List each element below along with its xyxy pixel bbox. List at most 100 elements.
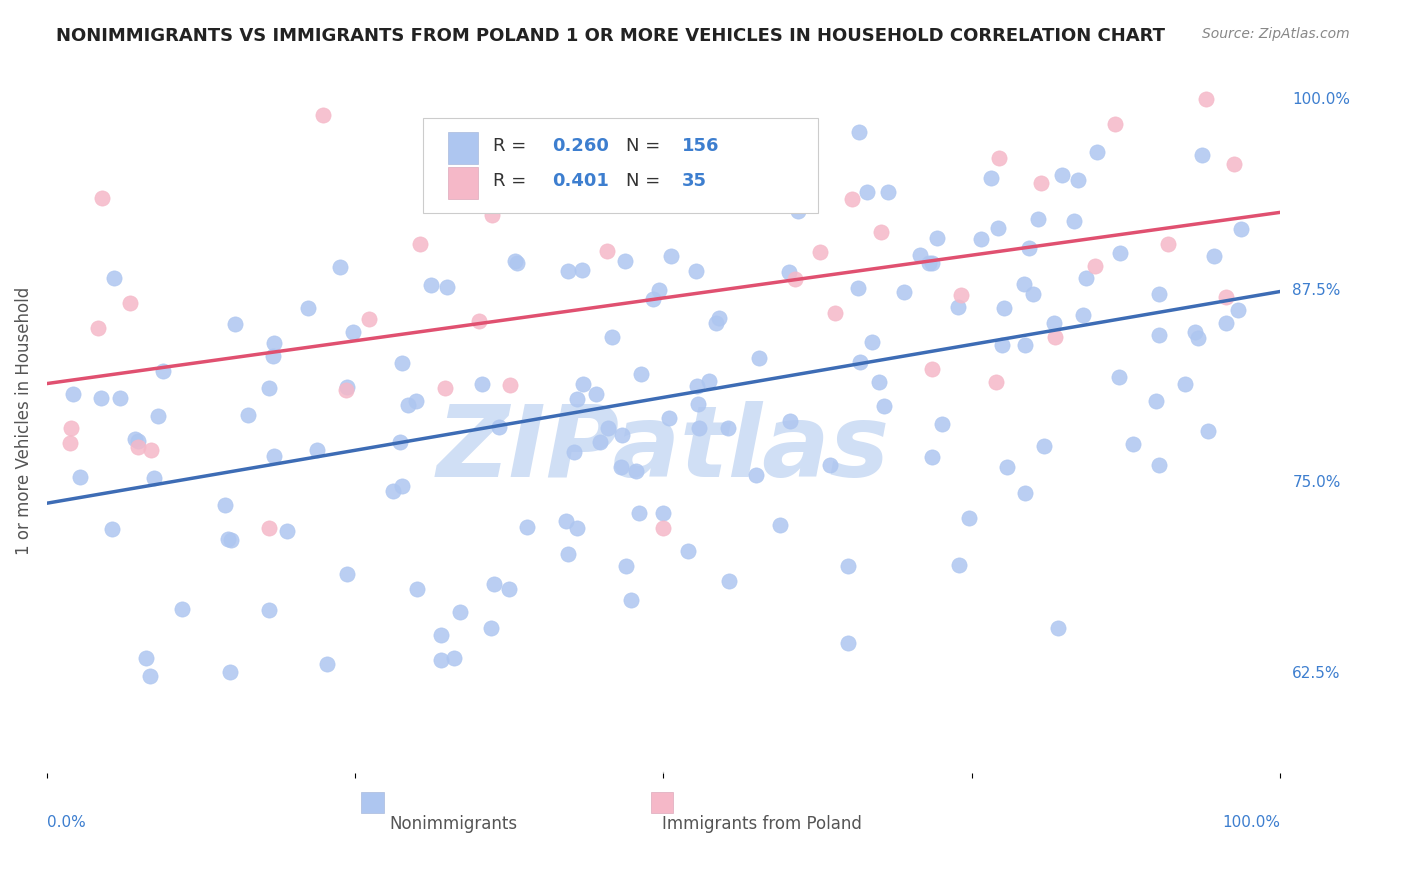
Point <box>600 330 623 344</box>
Text: 87.5%: 87.5% <box>1292 283 1341 298</box>
Point <box>630 367 652 381</box>
Point <box>614 254 637 268</box>
Point <box>716 421 738 435</box>
Point <box>1149 458 1171 472</box>
Point <box>391 479 413 493</box>
Point <box>925 231 948 245</box>
Point <box>1052 168 1074 182</box>
Point <box>1109 246 1132 260</box>
Point <box>388 435 411 450</box>
Point <box>488 420 510 434</box>
Point <box>479 621 502 635</box>
Point <box>995 460 1018 475</box>
Text: 35: 35 <box>682 172 707 190</box>
Point <box>841 192 863 206</box>
Point <box>769 518 792 533</box>
Point <box>409 236 432 251</box>
FancyBboxPatch shape <box>447 132 478 163</box>
Point <box>1071 308 1094 322</box>
Point <box>627 506 650 520</box>
Point <box>652 521 675 535</box>
Text: 156: 156 <box>682 137 720 155</box>
Point <box>436 280 458 294</box>
FancyBboxPatch shape <box>361 792 384 814</box>
Point <box>135 651 157 665</box>
Point <box>471 376 494 391</box>
Point <box>108 391 131 405</box>
Point <box>1197 424 1219 438</box>
Point <box>860 334 883 349</box>
Point <box>745 467 768 482</box>
Text: Nonimmigrants: Nonimmigrants <box>389 815 517 833</box>
Point <box>991 338 1014 352</box>
Point <box>430 628 453 642</box>
Point <box>1174 377 1197 392</box>
Point <box>848 125 870 139</box>
Point <box>868 375 890 389</box>
Y-axis label: 1 or more Vehicles in Household: 1 or more Vehicles in Household <box>15 286 32 555</box>
Text: ZIPatlas: ZIPatlas <box>437 401 890 498</box>
Point <box>342 325 364 339</box>
Point <box>263 335 285 350</box>
Point <box>993 301 1015 315</box>
Point <box>873 399 896 413</box>
Point <box>980 171 1002 186</box>
Point <box>139 669 162 683</box>
Point <box>336 567 359 582</box>
Point <box>571 263 593 277</box>
Point <box>685 263 707 277</box>
Point <box>297 301 319 316</box>
Point <box>1104 117 1126 131</box>
Point <box>257 380 280 394</box>
Point <box>676 544 699 558</box>
Point <box>405 582 427 597</box>
Point <box>1085 145 1108 160</box>
Text: R =: R = <box>494 172 533 190</box>
Point <box>986 375 1008 389</box>
Point <box>262 349 284 363</box>
Point <box>90 391 112 405</box>
Point <box>430 653 453 667</box>
Point <box>499 378 522 392</box>
Text: 75.0%: 75.0% <box>1292 475 1341 490</box>
Point <box>1187 331 1209 345</box>
Point <box>118 295 141 310</box>
Text: N =: N = <box>627 137 666 155</box>
Point <box>381 483 404 498</box>
Point <box>602 147 624 161</box>
Point <box>877 185 900 199</box>
Text: N =: N = <box>627 172 666 190</box>
Point <box>626 464 648 478</box>
Text: Immigrants from Poland: Immigrants from Poland <box>662 815 862 833</box>
Point <box>948 558 970 572</box>
Point <box>516 520 538 534</box>
Point <box>908 248 931 262</box>
Point <box>808 245 831 260</box>
Point <box>612 428 634 442</box>
Point <box>631 161 654 175</box>
Point <box>305 443 328 458</box>
Point <box>1067 173 1090 187</box>
Point <box>787 204 810 219</box>
Point <box>503 253 526 268</box>
Point <box>614 120 637 135</box>
Point <box>329 260 352 274</box>
Point <box>69 470 91 484</box>
Point <box>139 443 162 458</box>
Point <box>565 521 588 535</box>
Point <box>950 288 973 302</box>
Point <box>779 414 801 428</box>
Point <box>686 397 709 411</box>
Point <box>263 449 285 463</box>
Point <box>572 377 595 392</box>
Point <box>1122 437 1144 451</box>
Point <box>1084 260 1107 274</box>
Point <box>1014 485 1036 500</box>
Point <box>585 387 607 401</box>
Point <box>59 435 82 450</box>
Point <box>820 458 842 473</box>
Point <box>562 445 585 459</box>
Point <box>1063 213 1085 227</box>
Text: 100.0%: 100.0% <box>1222 815 1279 830</box>
Point <box>1012 277 1035 292</box>
